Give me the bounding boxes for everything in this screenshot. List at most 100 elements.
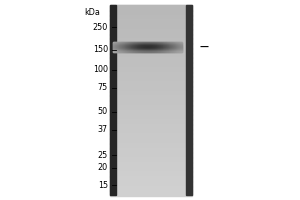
Bar [164, 43, 165, 44]
Bar [164, 45, 165, 46]
Bar [164, 51, 165, 52]
Bar [113, 43, 114, 44]
Bar [116, 42, 117, 43]
Bar [110, 190, 192, 196]
Bar [110, 152, 192, 158]
Bar [147, 44, 148, 45]
Bar [153, 46, 154, 47]
Bar [165, 43, 166, 44]
Bar [114, 51, 115, 52]
Bar [155, 51, 156, 52]
Bar [123, 47, 124, 48]
Bar [117, 48, 118, 49]
Bar [155, 47, 156, 48]
Bar [180, 44, 181, 45]
Bar [137, 47, 138, 48]
Bar [119, 43, 120, 44]
Bar [157, 43, 158, 44]
Bar [147, 47, 148, 48]
Bar [135, 49, 136, 50]
Bar [140, 45, 141, 46]
Bar [150, 43, 151, 44]
Bar [142, 43, 143, 44]
Bar [110, 33, 192, 39]
Bar [125, 50, 126, 51]
Bar [121, 49, 122, 50]
Bar [113, 44, 114, 45]
Bar [180, 49, 181, 50]
Bar [147, 45, 148, 46]
Bar [172, 49, 173, 50]
Bar [172, 51, 173, 52]
Bar [164, 50, 165, 51]
Bar [115, 46, 116, 47]
Bar [154, 45, 155, 46]
Bar [136, 45, 137, 46]
Bar [116, 50, 117, 51]
Bar [177, 51, 178, 52]
Bar [137, 49, 138, 50]
Bar [148, 49, 149, 50]
Bar [165, 45, 166, 46]
Bar [126, 49, 127, 50]
Bar [169, 45, 170, 46]
Bar [159, 46, 160, 47]
Bar [166, 48, 167, 49]
Bar [156, 51, 157, 52]
Bar [126, 44, 127, 45]
Bar [142, 42, 143, 43]
Bar [138, 43, 139, 44]
Bar [154, 49, 155, 50]
Bar [150, 48, 151, 49]
Bar [151, 44, 152, 45]
Bar [152, 43, 153, 44]
Bar [110, 124, 192, 130]
Bar [170, 45, 171, 46]
Bar [174, 43, 175, 44]
Bar [176, 47, 177, 48]
Bar [181, 44, 182, 45]
Bar [179, 48, 180, 49]
Bar [126, 45, 127, 46]
Bar [114, 46, 115, 47]
Bar [115, 49, 116, 50]
Bar [130, 43, 131, 44]
Bar [152, 47, 153, 48]
Bar [176, 48, 177, 49]
Text: —: — [200, 43, 209, 51]
Bar [135, 42, 136, 43]
Bar [113, 50, 114, 51]
Bar [164, 46, 165, 47]
Bar [125, 42, 126, 43]
Bar [152, 46, 153, 47]
Bar [114, 48, 115, 49]
Bar [170, 50, 171, 51]
Bar [159, 44, 160, 45]
Bar [110, 95, 192, 101]
Bar [136, 48, 137, 49]
Bar [136, 50, 137, 51]
Bar [119, 50, 120, 51]
Bar [157, 50, 158, 51]
Bar [146, 47, 147, 48]
Bar [126, 47, 127, 48]
Bar [123, 43, 124, 44]
Bar [115, 50, 116, 51]
Bar [122, 46, 123, 47]
Bar [165, 51, 166, 52]
Bar [166, 42, 167, 43]
Bar [165, 46, 166, 47]
Bar [110, 5, 192, 195]
Bar [166, 44, 167, 45]
Bar [171, 45, 172, 46]
Text: 250: 250 [93, 22, 108, 31]
Bar [113, 45, 114, 46]
Bar [118, 42, 119, 43]
Bar [177, 50, 178, 51]
Bar [141, 44, 142, 45]
Bar [168, 43, 169, 44]
Bar [152, 44, 153, 45]
Bar [141, 46, 142, 47]
Bar [159, 43, 160, 44]
Bar [138, 45, 139, 46]
